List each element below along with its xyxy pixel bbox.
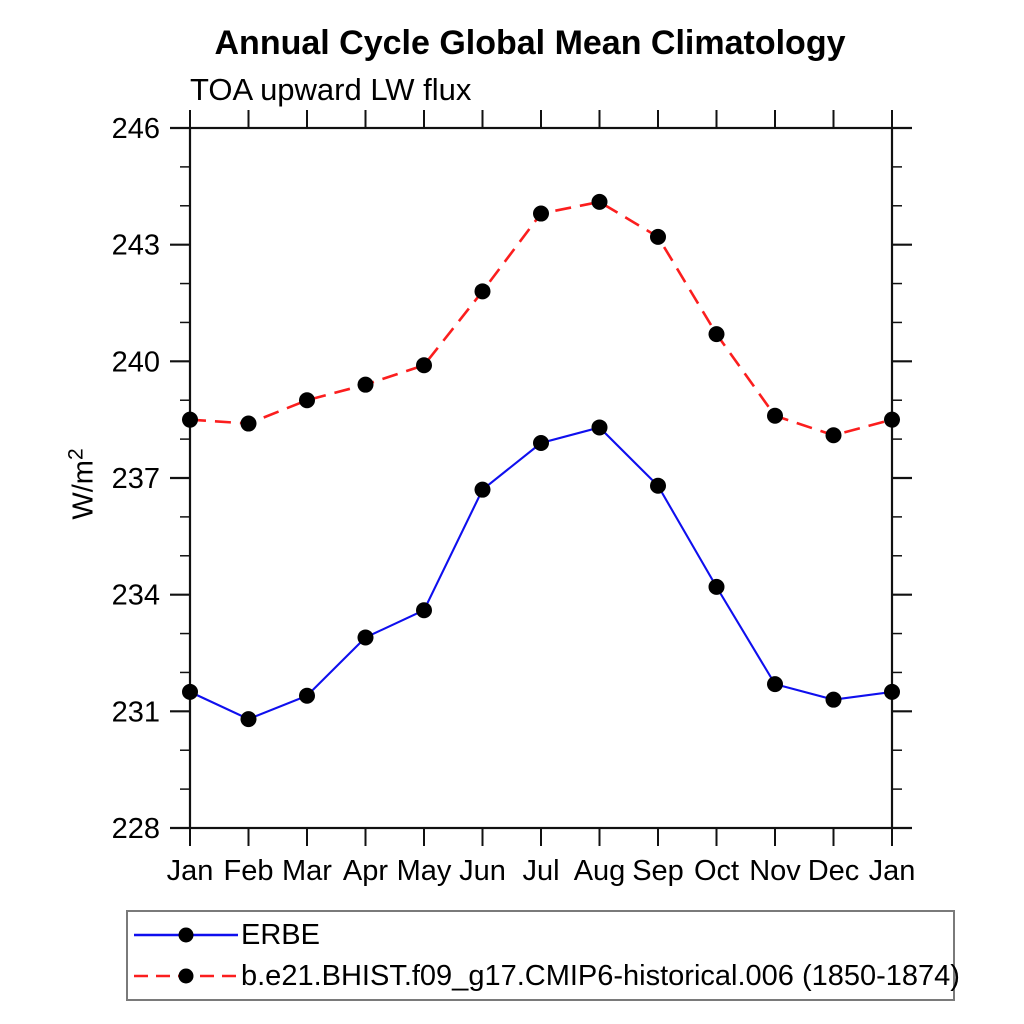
data-point-marker (767, 676, 783, 693)
x-tick-label: Jan (167, 855, 214, 887)
data-point-marker (357, 376, 374, 393)
x-tick-label: Apr (343, 855, 388, 887)
x-tick-label: Jan (869, 855, 916, 887)
data-point-marker (884, 411, 900, 428)
legend-label-erbe: ERBE (241, 918, 320, 951)
data-point-marker (650, 477, 666, 494)
x-tick-label: Sep (632, 855, 684, 887)
legend-sample-marker (178, 927, 194, 943)
legend-item-erbe: ERBE (134, 915, 953, 956)
legend: ERBE b.e21.BHIST.f09_g17.CMIP6-historica… (126, 910, 960, 1001)
x-tick-label: Jul (522, 855, 559, 887)
legend-label-model: b.e21.BHIST.f09_g17.CMIP6-historical.006… (241, 959, 960, 992)
plot-frame (188, 126, 894, 830)
data-point-marker (591, 193, 608, 210)
chart-title: Annual Cycle Global Mean Climatology (214, 24, 846, 62)
data-point-marker (182, 683, 198, 700)
data-point-marker (474, 283, 491, 300)
data-point-marker (533, 205, 549, 222)
data-point-marker (650, 228, 666, 245)
x-tick-label: Dec (808, 855, 860, 887)
x-tick-label: May (397, 855, 452, 887)
data-point-marker (767, 407, 783, 424)
y-tick-label: 243 (112, 230, 160, 262)
data-point-marker (884, 683, 900, 700)
x-tick-label: Jun (459, 855, 506, 887)
series-line-1 (189, 200, 893, 437)
legend-line-sample-model (134, 968, 238, 984)
data-point-marker (474, 481, 491, 498)
data-point-marker (416, 357, 432, 374)
data-point-marker (708, 578, 725, 595)
y-tick-label: 237 (112, 463, 160, 495)
data-point-marker (416, 602, 432, 619)
legend-item-model: b.e21.BHIST.f09_g17.CMIP6-historical.006… (134, 956, 960, 997)
y-tick-label: 228 (112, 813, 160, 845)
data-point-marker (182, 411, 198, 428)
data-point-marker (825, 427, 842, 444)
data-point-marker (533, 435, 549, 451)
x-tick-label: Mar (282, 855, 332, 887)
data-point-marker (240, 711, 257, 728)
x-tick-label: Aug (574, 855, 626, 887)
legend-line-sample-erbe (134, 927, 238, 943)
data-point-marker (299, 687, 315, 704)
y-tick-label: 234 (112, 580, 160, 612)
data-point-marker (299, 392, 315, 409)
x-tick-label: Feb (224, 855, 274, 887)
y-tick-label: 231 (112, 696, 160, 728)
data-point-marker (708, 326, 725, 343)
y-tick-label: 246 (112, 113, 160, 145)
legend-sample-marker (178, 968, 194, 984)
data-point-marker (357, 629, 374, 646)
x-tick-label: Nov (749, 855, 801, 887)
data-point-marker (591, 419, 608, 436)
data-point-marker (825, 691, 842, 708)
x-tick-label: Oct (694, 855, 739, 887)
y-tick-label: 240 (112, 346, 160, 378)
data-point-marker (240, 415, 257, 432)
series-line-0 (189, 426, 893, 721)
chart-subtitle: TOA upward LW flux (190, 72, 472, 107)
